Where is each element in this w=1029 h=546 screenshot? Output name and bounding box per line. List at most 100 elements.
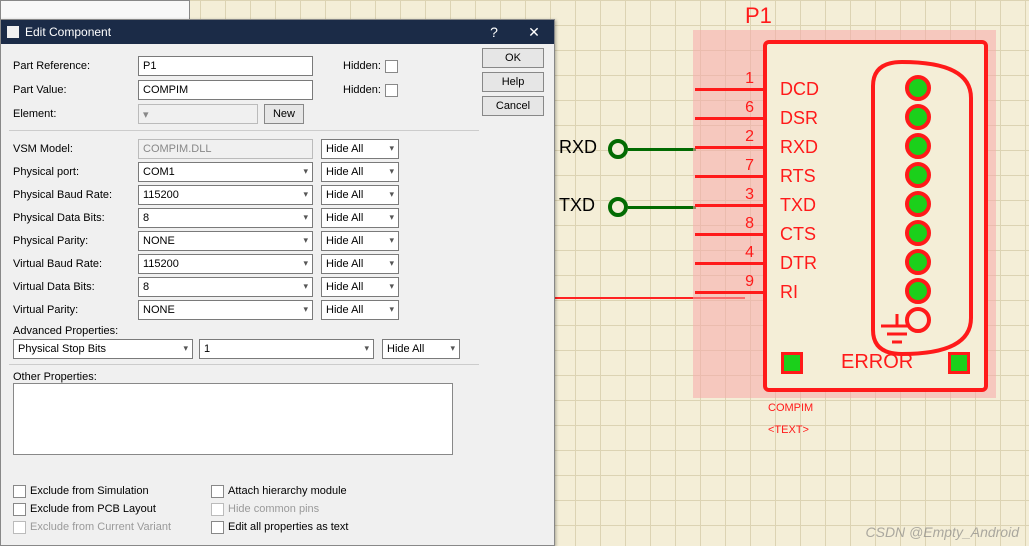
separator-2 <box>9 364 479 365</box>
pin-line[interactable] <box>695 262 765 265</box>
attach-hierarchy-label: Attach hierarchy module <box>228 485 347 497</box>
pin-line[interactable] <box>695 146 765 149</box>
vsm-label: VSM Model: <box>13 143 138 155</box>
pin-line[interactable] <box>695 291 765 294</box>
part-value-label: Part Value: <box>13 84 138 96</box>
pin-line[interactable] <box>695 233 765 236</box>
pin-number: 9 <box>730 273 754 291</box>
pin-pad-gnd[interactable] <box>905 307 931 333</box>
pin-label: TXD <box>780 195 816 216</box>
exclude-sim-checkbox[interactable] <box>13 485 26 498</box>
adv-vis[interactable]: Hide All▾ <box>382 339 460 359</box>
pparity-combo[interactable]: NONE▾ <box>138 231 313 251</box>
net-terminal-rxd[interactable] <box>608 139 628 159</box>
vparity-label: Virtual Parity: <box>13 304 138 316</box>
pin-number: 4 <box>730 244 754 262</box>
titlebar[interactable]: Edit Component ? ✕ <box>1 20 554 44</box>
pin-label: CTS <box>780 224 816 245</box>
other-properties-textarea[interactable] <box>13 383 453 455</box>
error-led-left <box>781 352 803 374</box>
component-footer: COMPIM <TEXT> <box>768 397 813 441</box>
pin-pad[interactable] <box>905 133 931 159</box>
vbaud-combo[interactable]: 115200▾ <box>138 254 313 274</box>
wire-rxd[interactable] <box>628 148 696 151</box>
pin-number: 3 <box>730 186 754 204</box>
error-label: ERROR <box>841 351 913 374</box>
pdata-label: Physical Data Bits: <box>13 212 138 224</box>
hide-common-label: Hide common pins <box>228 503 319 515</box>
pin-line[interactable] <box>695 175 765 178</box>
edit-all-checkbox[interactable] <box>211 521 224 534</box>
adv-val-combo[interactable]: 1▾ <box>199 339 374 359</box>
vdata-combo[interactable]: 8▾ <box>138 277 313 297</box>
pin-pad[interactable] <box>905 162 931 188</box>
pin-label: DCD <box>780 79 819 100</box>
pin-number: 1 <box>730 70 754 88</box>
pin-label: DTR <box>780 253 817 274</box>
cancel-button[interactable]: Cancel <box>482 96 544 116</box>
vsm-value: COMPIM.DLL <box>138 139 313 159</box>
vparity-vis[interactable]: Hide All▾ <box>321 300 399 320</box>
hidden-label: Hidden: <box>343 60 381 72</box>
part-val-hidden-checkbox[interactable] <box>385 84 398 97</box>
edit-component-dialog: Edit Component ? ✕ OK Help Cancel Part R… <box>0 19 555 546</box>
adv-prop-combo[interactable]: Physical Stop Bits▾ <box>13 339 193 359</box>
other-label: Other Properties: <box>13 371 544 383</box>
pport-vis[interactable]: Hide All▾ <box>321 162 399 182</box>
new-button[interactable]: New <box>264 104 304 124</box>
pin-line[interactable] <box>695 88 765 91</box>
pport-label: Physical port: <box>13 166 138 178</box>
vbaud-vis[interactable]: Hide All▾ <box>321 254 399 274</box>
close-button[interactable]: ✕ <box>514 20 554 44</box>
pdata-combo[interactable]: 8▾ <box>138 208 313 228</box>
vsm-vis[interactable]: Hide All▾ <box>321 139 399 159</box>
pport-combo[interactable]: COM1▾ <box>138 162 313 182</box>
help-button-titlebar[interactable]: ? <box>474 20 514 44</box>
pin-number: 7 <box>730 157 754 175</box>
vparity-combo[interactable]: NONE▾ <box>138 300 313 320</box>
help-button[interactable]: Help <box>482 72 544 92</box>
pin-line[interactable] <box>695 117 765 120</box>
part-reference-input[interactable] <box>138 56 313 76</box>
part-value-input[interactable] <box>138 80 313 100</box>
attach-hierarchy-checkbox[interactable] <box>211 485 224 498</box>
pin-pad[interactable] <box>905 191 931 217</box>
net-terminal-txd[interactable] <box>608 197 628 217</box>
ok-button[interactable]: OK <box>482 48 544 68</box>
pin-label: RI <box>780 282 798 303</box>
net-label-txd: TXD <box>559 195 595 216</box>
error-led-right <box>948 352 970 374</box>
exclude-variant-label: Exclude from Current Variant <box>30 521 171 533</box>
pbaud-label: Physical Baud Rate: <box>13 189 138 201</box>
pdata-vis[interactable]: Hide All▾ <box>321 208 399 228</box>
component-text: <TEXT> <box>768 419 813 441</box>
exclude-pcb-checkbox[interactable] <box>13 503 26 516</box>
wire-txd[interactable] <box>628 206 696 209</box>
pparity-vis[interactable]: Hide All▾ <box>321 231 399 251</box>
pin-label: RXD <box>780 137 818 158</box>
pbaud-vis[interactable]: Hide All▾ <box>321 185 399 205</box>
pin-label: RTS <box>780 166 816 187</box>
part-ref-hidden-checkbox[interactable] <box>385 60 398 73</box>
pin-pad[interactable] <box>905 249 931 275</box>
pin-line[interactable] <box>695 204 765 207</box>
vdata-vis[interactable]: Hide All▾ <box>321 277 399 297</box>
element-label: Element: <box>13 108 138 120</box>
pin-number: 8 <box>730 215 754 233</box>
pbaud-combo[interactable]: 115200▾ <box>138 185 313 205</box>
pin-pad[interactable] <box>905 220 931 246</box>
component-ref: P1 <box>745 3 772 29</box>
pin-pad[interactable] <box>905 104 931 130</box>
element-combo: ▾ <box>138 104 258 124</box>
hidden-label-2: Hidden: <box>343 84 381 96</box>
pin-pad[interactable] <box>905 278 931 304</box>
pin-number: 2 <box>730 128 754 146</box>
component-value: COMPIM <box>768 397 813 419</box>
separator <box>9 130 479 131</box>
pin-pad[interactable] <box>905 75 931 101</box>
pin-label: DSR <box>780 108 818 129</box>
hide-common-checkbox <box>211 503 224 516</box>
net-label-rxd: RXD <box>559 137 597 158</box>
exclude-variant-checkbox <box>13 521 26 534</box>
dialog-icon <box>7 26 19 38</box>
